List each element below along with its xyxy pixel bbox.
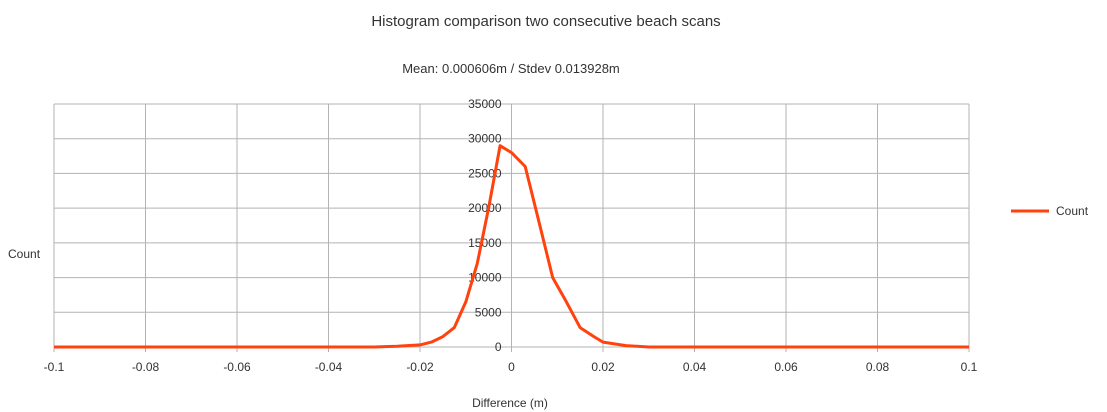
y-tick-label: 0 (495, 340, 502, 354)
x-tick-label: 0.08 (866, 360, 890, 374)
x-tick-label: -0.06 (223, 360, 251, 374)
chart-subtitle: Mean: 0.000606m / Stdev 0.013928m (402, 61, 620, 76)
x-tick-label: -0.1 (44, 360, 65, 374)
x-axis-label: Difference (m) (472, 396, 548, 410)
chart-title: Histogram comparison two consecutive bea… (371, 13, 720, 30)
x-tick-label: 0.06 (774, 360, 798, 374)
y-tick-label: 35000 (468, 97, 502, 111)
x-axis-ticks: -0.1 -0.08 -0.06 -0.04 -0.02 0 0.02 0.04 0.06 0.0… (44, 360, 978, 374)
y-tick-label: 30000 (468, 132, 502, 146)
legend-label: Count (1056, 204, 1089, 218)
x-tick-label: 0.02 (591, 360, 615, 374)
y-tick-label: 10000 (468, 271, 502, 285)
grid-lines (53, 103, 970, 352)
x-tick-label: 0.1 (961, 360, 978, 374)
series-line-0 (54, 144, 969, 349)
y-axis-label: Count (8, 247, 41, 261)
y-tick-label: 20000 (468, 201, 502, 215)
series-layer (54, 144, 969, 349)
x-tick-label: -0.04 (315, 360, 343, 374)
x-tick-label: 0.04 (683, 360, 707, 374)
y-tick-label: 5000 (475, 305, 502, 319)
x-tick-label: -0.02 (406, 360, 434, 374)
legend: Count (1011, 204, 1089, 218)
y-tick-label: 15000 (468, 236, 502, 250)
x-tick-label: 0 (508, 360, 515, 374)
x-tick-label: -0.08 (132, 360, 160, 374)
